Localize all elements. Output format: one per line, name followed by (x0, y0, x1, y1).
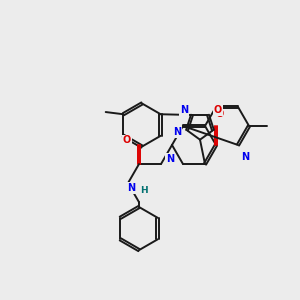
Text: N: N (241, 152, 249, 162)
Text: N: N (127, 183, 135, 193)
Text: O: O (214, 105, 222, 115)
Text: O: O (123, 135, 131, 146)
Text: N: N (166, 154, 174, 164)
Text: N: N (180, 105, 188, 115)
Text: O: O (216, 109, 224, 119)
Text: H: H (140, 186, 148, 195)
Text: N: N (173, 127, 181, 137)
